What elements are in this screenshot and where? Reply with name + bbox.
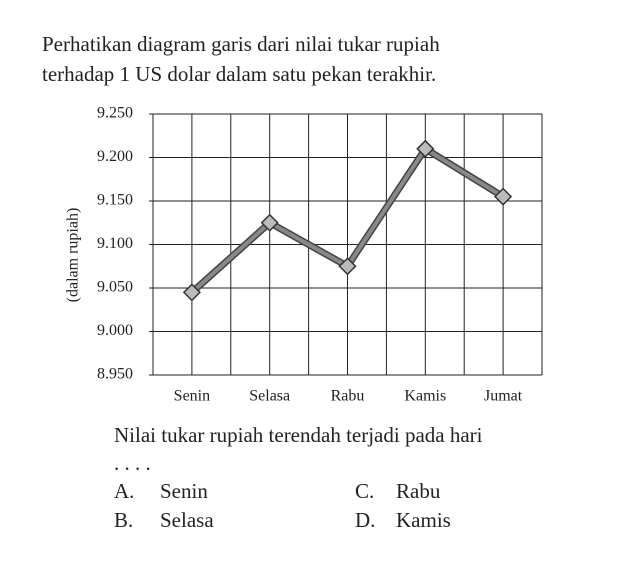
y-tick-label: 9.150 <box>97 192 133 209</box>
y-tick-label: 9.100 <box>97 235 133 252</box>
point-marker <box>182 283 201 302</box>
y-tick-label: 9.000 <box>97 322 133 339</box>
y-axis-label: (dalam rupiah) <box>65 208 82 303</box>
prompt: Nilai tukar rupiah terendah terjadi pada… <box>114 423 483 447</box>
point-marker <box>494 187 513 206</box>
point-marker <box>416 139 435 158</box>
option-text: Rabu <box>396 479 441 503</box>
x-tick-label: Selasa <box>249 388 290 405</box>
question-line: terhadap 1 US dolar dalam satu pekan ter… <box>42 62 436 86</box>
option-letter: A. <box>114 479 134 503</box>
y-tick-label: 9.250 <box>97 105 133 122</box>
question-line: Perhatikan diagram garis dari nilai tuka… <box>42 32 440 56</box>
x-tick-label: Kamis <box>404 388 446 405</box>
point-marker <box>338 257 357 276</box>
y-tick-label: 8.950 <box>97 366 133 383</box>
y-tick-label: 9.050 <box>97 279 133 296</box>
option-text: Kamis <box>396 508 451 532</box>
option-text: Senin <box>160 479 208 503</box>
option-letter: C. <box>355 479 374 503</box>
x-tick-label: Jumat <box>484 388 523 405</box>
option-letter: B. <box>114 508 133 532</box>
blank: . . . . <box>114 451 151 475</box>
point-marker <box>260 213 279 232</box>
x-tick-label: Senin <box>174 388 210 405</box>
y-tick-label: 9.200 <box>97 148 133 165</box>
x-tick-label: Rabu <box>331 388 365 405</box>
option-text: Selasa <box>160 508 214 532</box>
option-letter: D. <box>355 508 375 532</box>
